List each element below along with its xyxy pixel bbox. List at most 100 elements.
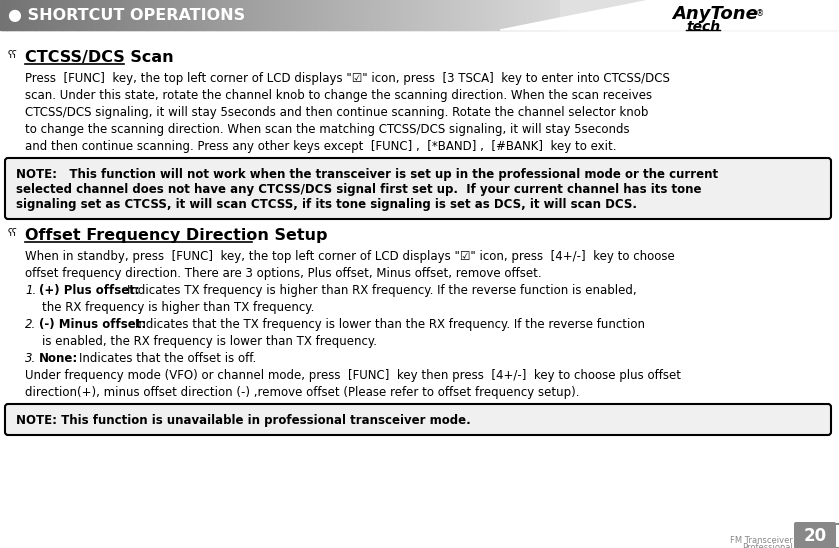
Bar xyxy=(556,0,559,30)
Bar xyxy=(81,0,83,30)
Text: is enabled, the RX frequency is lower than TX frequency.: is enabled, the RX frequency is lower th… xyxy=(42,335,377,348)
Bar xyxy=(508,0,511,30)
Bar xyxy=(18,0,22,30)
Bar xyxy=(190,0,193,30)
Bar xyxy=(84,0,87,30)
Bar xyxy=(410,0,414,30)
FancyBboxPatch shape xyxy=(5,404,831,435)
Bar xyxy=(41,0,44,30)
Bar xyxy=(153,0,156,30)
Bar xyxy=(194,0,197,30)
Bar xyxy=(102,0,106,30)
Bar xyxy=(332,0,335,30)
Bar xyxy=(448,0,451,30)
Bar xyxy=(446,0,449,30)
Bar xyxy=(388,0,391,30)
Bar xyxy=(357,0,359,30)
Text: selected channel does not have any CTCSS/DCS signal first set up.  If your curre: selected channel does not have any CTCSS… xyxy=(16,183,701,196)
Bar xyxy=(506,0,508,30)
Bar xyxy=(211,0,214,30)
Bar xyxy=(384,0,388,30)
Text: CTCSS/DCS Scan: CTCSS/DCS Scan xyxy=(25,50,174,65)
Bar xyxy=(168,0,171,30)
Bar xyxy=(125,0,128,30)
Text: Indicates that the TX frequency is lower than the RX frequency. If the reverse f: Indicates that the TX frequency is lower… xyxy=(135,318,645,331)
Bar xyxy=(355,0,357,30)
Bar xyxy=(207,0,210,30)
Bar xyxy=(82,0,85,30)
Bar xyxy=(456,0,458,30)
Bar xyxy=(558,0,561,30)
Bar xyxy=(192,0,195,30)
Bar xyxy=(545,0,548,30)
Bar xyxy=(547,0,550,30)
Bar xyxy=(215,0,217,30)
Bar xyxy=(44,0,48,30)
Bar xyxy=(159,0,162,30)
Bar xyxy=(416,0,420,30)
Bar xyxy=(34,0,36,30)
Bar xyxy=(254,0,257,30)
Bar xyxy=(119,0,122,30)
Bar xyxy=(230,0,232,30)
Bar xyxy=(427,0,430,30)
Bar xyxy=(387,0,389,30)
Bar xyxy=(422,0,425,30)
Bar xyxy=(509,0,513,30)
Bar xyxy=(295,0,298,30)
Bar xyxy=(379,0,382,30)
Bar xyxy=(437,0,440,30)
Bar xyxy=(524,0,528,30)
Text: Press  [FUNC]  key, the top left corner of LCD displays "☑" icon, press  [3 TSCA: Press [FUNC] key, the top left corner of… xyxy=(25,72,670,85)
Bar xyxy=(498,0,501,30)
Bar xyxy=(239,0,242,30)
Bar xyxy=(465,0,467,30)
Bar xyxy=(336,0,339,30)
Bar xyxy=(189,0,191,30)
Bar xyxy=(435,0,438,30)
Bar xyxy=(127,0,130,30)
Bar xyxy=(67,0,70,30)
Bar xyxy=(306,0,309,30)
Text: ®: ® xyxy=(756,9,764,18)
Bar xyxy=(549,0,552,30)
Bar xyxy=(131,0,133,30)
Text: direction(+), minus offset direction (-) ,remove offset (Please refer to offset : direction(+), minus offset direction (-)… xyxy=(25,386,580,399)
Bar xyxy=(35,0,39,30)
Bar xyxy=(209,0,212,30)
Bar xyxy=(99,0,102,30)
Text: NOTE: This function is unavailable in professional transceiver mode.: NOTE: This function is unavailable in pr… xyxy=(16,414,471,427)
Bar xyxy=(143,0,147,30)
Text: Indicates TX frequency is higher than RX frequency. If the reverse function is e: Indicates TX frequency is higher than RX… xyxy=(127,284,637,297)
Bar xyxy=(375,0,378,30)
Bar xyxy=(227,0,231,30)
Bar xyxy=(151,0,154,30)
Bar xyxy=(502,0,505,30)
Bar xyxy=(319,0,322,30)
Bar xyxy=(226,0,229,30)
Bar xyxy=(532,0,535,30)
Text: NOTE:   This function will not work when the transceiver is set up in the profes: NOTE: This function will not work when t… xyxy=(16,168,718,181)
Bar xyxy=(133,0,135,30)
Bar xyxy=(134,0,138,30)
Bar xyxy=(392,0,395,30)
Bar xyxy=(308,0,311,30)
Bar xyxy=(433,0,436,30)
Bar xyxy=(407,0,409,30)
Bar xyxy=(466,0,470,30)
Bar xyxy=(340,0,342,30)
Bar xyxy=(204,0,206,30)
Bar xyxy=(519,0,522,30)
Bar xyxy=(439,0,441,30)
Bar xyxy=(425,0,429,30)
Bar xyxy=(383,0,386,30)
Bar xyxy=(523,0,525,30)
Bar xyxy=(315,0,318,30)
Bar xyxy=(534,0,537,30)
Bar xyxy=(175,0,179,30)
Bar xyxy=(114,0,117,30)
Bar xyxy=(86,0,89,30)
Text: 20: 20 xyxy=(804,527,826,545)
Bar xyxy=(198,0,201,30)
Bar xyxy=(65,0,68,30)
